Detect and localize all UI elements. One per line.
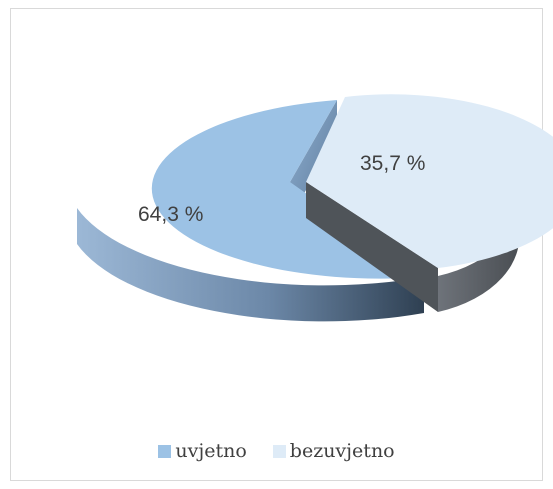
slice-uvjetno-side — [77, 208, 424, 322]
legend: uvjetno bezuvjetno — [0, 440, 553, 462]
slice-bezuvjetno-cut-face — [306, 182, 438, 312]
slice-bezuvjetno-top — [306, 94, 553, 268]
data-label-uvjetno: 64,3 % — [138, 203, 203, 226]
legend-swatch-bezuvjetno — [272, 444, 286, 458]
legend-item-bezuvjetno: bezuvjetno — [272, 440, 395, 462]
data-label-bezuvjetno: 35,7 % — [360, 152, 425, 175]
pie-slice-bezuvjetno — [306, 94, 553, 312]
slice-bezuvjetno-side — [438, 188, 520, 312]
legend-label-bezuvjetno: bezuvjetno — [289, 440, 395, 462]
legend-swatch-uvjetno — [158, 444, 172, 458]
slice-uvjetno-cut-face — [290, 100, 337, 218]
legend-item-uvjetno: uvjetno — [158, 440, 247, 462]
legend-label-uvjetno: uvjetno — [175, 440, 247, 462]
